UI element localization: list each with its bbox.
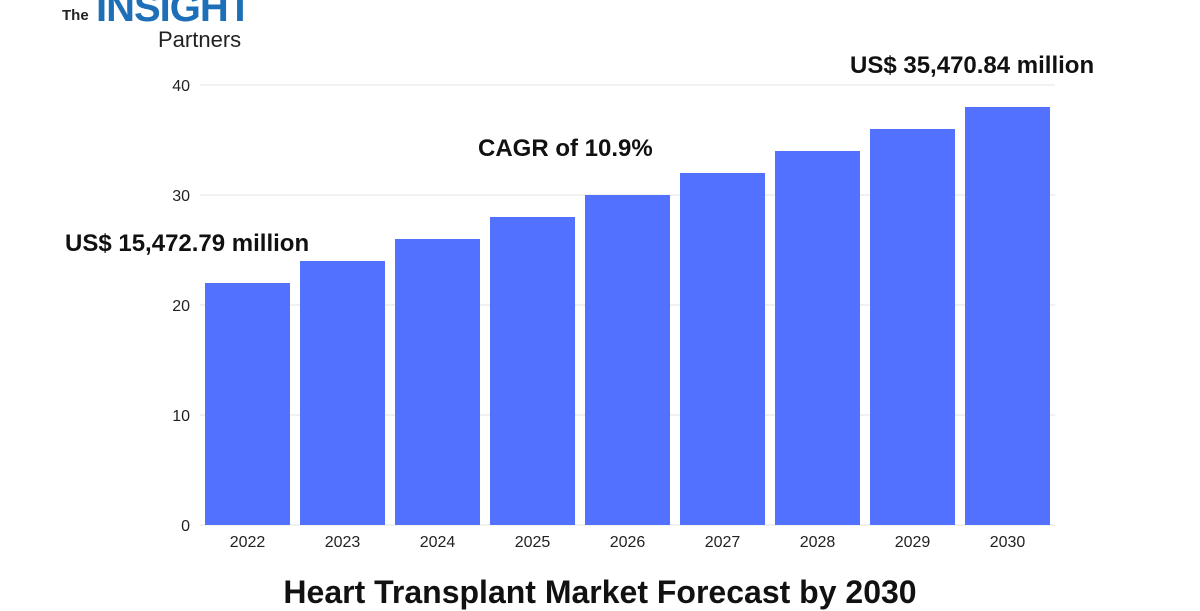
logo: The INSIGHT Partners [62,0,302,52]
y-tick-label: 10 [172,408,190,425]
x-tick-label: 2026 [610,534,646,551]
x-tick-label: 2023 [325,534,361,551]
chart-title: Heart Transplant Market Forecast by 2030 [283,574,917,610]
logo-partners: Partners [158,27,242,52]
x-tick-label: 2028 [800,534,836,551]
bar-2023 [300,261,385,525]
end-value-annotation: US$ 35,470.84 million [850,52,1095,79]
x-tick-label: 2024 [420,534,456,551]
y-tick-label: 0 [181,518,190,535]
y-tick-label: 20 [172,298,190,315]
x-tick-label: 2027 [705,534,741,551]
y-tick-label: 40 [172,78,190,95]
bar-2025 [490,217,575,525]
bar-2022 [205,283,290,525]
bar-2026 [585,195,670,525]
y-tick-label: 30 [172,188,190,205]
bar-2028 [775,151,860,525]
x-tick-label: 2029 [895,534,931,551]
bar-2029 [870,129,955,525]
bar-2024 [395,239,480,525]
x-tick-label: 2030 [990,534,1026,551]
logo-the: The [62,7,89,24]
bar-2027 [680,173,765,525]
x-tick-label: 2025 [515,534,551,551]
cagr-annotation: CAGR of 10.9% [478,135,653,162]
bar-2030 [965,107,1050,525]
x-tick-label: 2022 [230,534,266,551]
start-value-annotation: US$ 15,472.79 million [65,230,310,257]
logo-insight: INSIGHT [96,0,252,30]
